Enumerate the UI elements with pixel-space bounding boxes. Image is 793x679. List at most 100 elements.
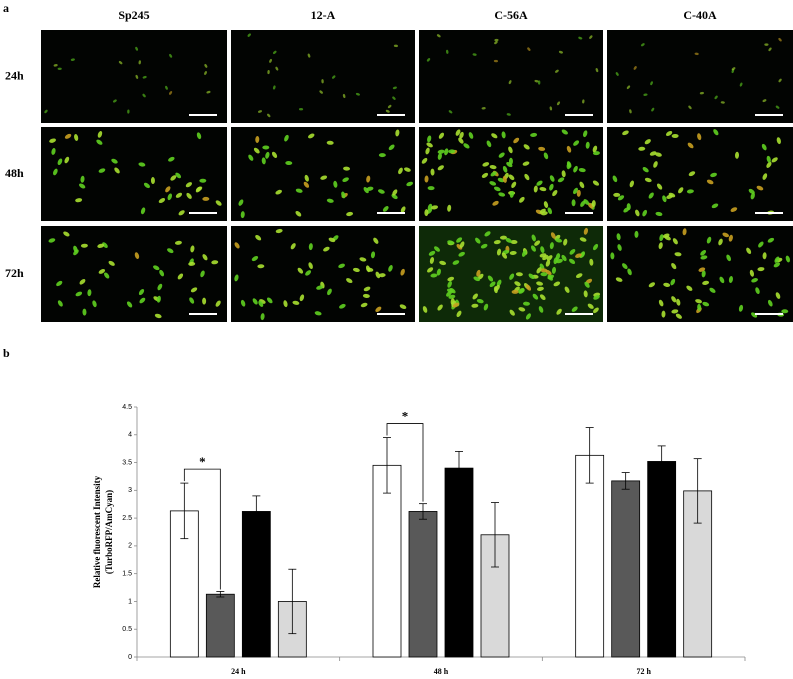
cell bbox=[392, 189, 398, 196]
cell bbox=[550, 232, 556, 239]
cell bbox=[468, 132, 474, 139]
cell bbox=[342, 93, 346, 99]
cell bbox=[523, 144, 530, 150]
significance-label: * bbox=[402, 409, 409, 424]
cell bbox=[202, 196, 210, 201]
column-label: 12-A bbox=[311, 8, 336, 22]
cell bbox=[686, 189, 694, 194]
cell bbox=[508, 146, 513, 154]
cell bbox=[49, 138, 56, 143]
cell bbox=[775, 105, 780, 109]
cell bbox=[746, 247, 752, 255]
cell bbox=[615, 277, 623, 282]
cell bbox=[522, 301, 530, 306]
cell bbox=[633, 66, 637, 70]
cell bbox=[343, 166, 351, 171]
cell bbox=[505, 237, 512, 243]
cell bbox=[697, 303, 702, 311]
cell bbox=[267, 69, 270, 75]
cell bbox=[730, 207, 738, 212]
cell bbox=[75, 291, 83, 297]
cell bbox=[323, 246, 330, 252]
cell bbox=[64, 156, 70, 164]
cell bbox=[314, 311, 322, 316]
cell bbox=[583, 199, 590, 205]
y-axis-label-line: (TurboRFP/AmCyan) bbox=[104, 490, 114, 574]
cell bbox=[536, 180, 543, 186]
cell bbox=[509, 250, 517, 255]
cell bbox=[87, 289, 92, 297]
cell bbox=[571, 306, 578, 312]
cell bbox=[458, 137, 464, 144]
bar bbox=[241, 511, 271, 658]
cell bbox=[447, 276, 455, 282]
x-tick-label: 48 h bbox=[434, 667, 449, 676]
cell bbox=[539, 187, 547, 192]
cell bbox=[331, 75, 336, 79]
cell bbox=[491, 133, 498, 139]
cell bbox=[702, 280, 710, 285]
cell bbox=[543, 201, 549, 208]
cell bbox=[564, 286, 570, 293]
cell bbox=[580, 200, 586, 207]
cell bbox=[642, 167, 649, 173]
cell bbox=[481, 172, 489, 178]
cell bbox=[202, 254, 208, 261]
bar bbox=[611, 480, 641, 658]
cell bbox=[261, 157, 266, 165]
cell bbox=[676, 298, 681, 306]
cell bbox=[190, 245, 195, 253]
cell bbox=[375, 306, 382, 313]
cell bbox=[552, 189, 558, 197]
cell bbox=[257, 264, 265, 269]
cell bbox=[569, 249, 576, 255]
y-tick-label: 4.5 bbox=[122, 404, 132, 411]
cell bbox=[694, 52, 699, 56]
y-tick-label: 4 bbox=[128, 432, 132, 439]
cell bbox=[63, 231, 70, 237]
cell bbox=[44, 109, 48, 114]
cell bbox=[195, 186, 202, 193]
significance-label: * bbox=[199, 454, 206, 469]
cell bbox=[74, 134, 79, 141]
cell bbox=[395, 129, 400, 137]
column-label: C-56A bbox=[494, 8, 528, 22]
cell bbox=[761, 143, 767, 151]
cell bbox=[494, 40, 498, 45]
cell bbox=[476, 269, 481, 277]
cell bbox=[360, 302, 368, 308]
cell bbox=[528, 273, 535, 280]
cell bbox=[766, 161, 772, 168]
cell bbox=[387, 104, 392, 109]
cell bbox=[593, 307, 599, 314]
cell bbox=[613, 192, 621, 197]
micrograph bbox=[231, 30, 415, 123]
cell bbox=[622, 130, 629, 136]
cell bbox=[156, 295, 161, 303]
cell bbox=[530, 245, 536, 252]
cell bbox=[326, 198, 334, 203]
cell bbox=[165, 186, 171, 193]
cell bbox=[589, 258, 594, 266]
cell bbox=[138, 60, 141, 65]
cell bbox=[785, 255, 791, 263]
cell bbox=[781, 309, 789, 314]
cell bbox=[295, 188, 303, 193]
cell bbox=[575, 253, 582, 258]
cell bbox=[459, 241, 465, 248]
bar bbox=[575, 454, 605, 658]
cell bbox=[425, 147, 430, 155]
cell bbox=[308, 262, 313, 269]
cell bbox=[436, 268, 441, 276]
cell bbox=[143, 182, 150, 189]
y-tick-label: 0.5 bbox=[122, 626, 132, 633]
cell bbox=[576, 189, 581, 197]
cell bbox=[444, 148, 449, 156]
cell bbox=[215, 300, 221, 307]
cell bbox=[452, 302, 460, 308]
cell bbox=[482, 162, 490, 167]
micrograph bbox=[41, 226, 227, 322]
cell bbox=[573, 165, 578, 173]
micrograph bbox=[419, 30, 603, 123]
cell bbox=[406, 181, 414, 187]
